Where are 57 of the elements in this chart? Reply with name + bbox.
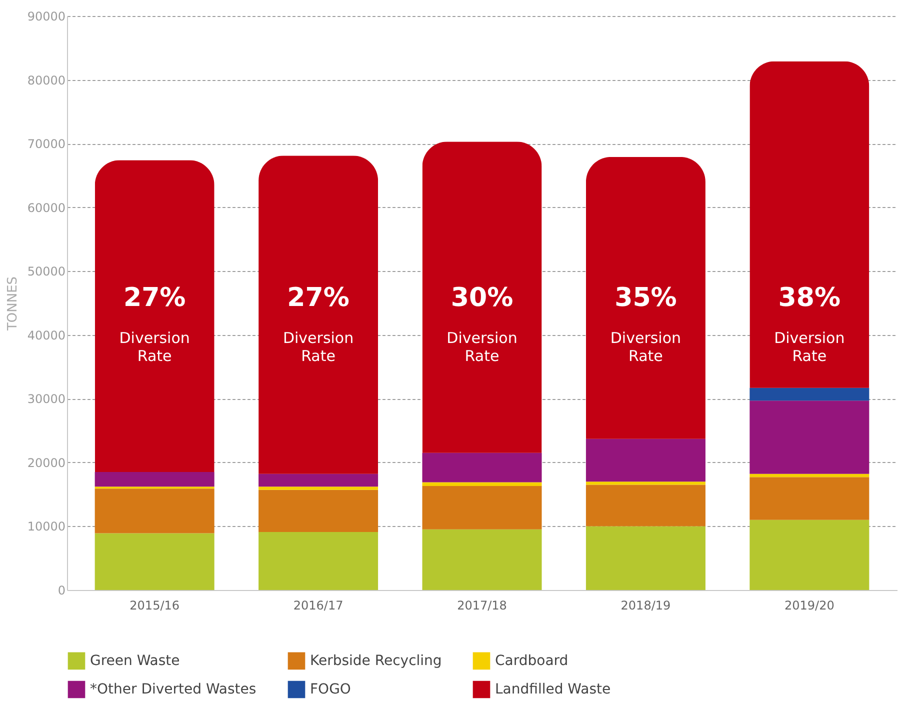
y-tick-label: 90000 <box>27 10 66 24</box>
bar <box>750 61 870 388</box>
bar <box>422 482 542 486</box>
bar <box>586 438 706 482</box>
bar <box>422 452 542 482</box>
annotation: 27% <box>287 283 350 313</box>
bar <box>94 488 214 534</box>
legend-label: FOGO <box>310 682 351 698</box>
y-tick-label: 70000 <box>27 137 66 152</box>
bar <box>586 484 706 526</box>
legend-label: Cardboard <box>495 652 568 669</box>
y-tick-label: 20000 <box>27 456 66 470</box>
annotation: 30% <box>450 283 514 313</box>
y-tick-label: 10000 <box>27 520 66 534</box>
y-axis-title: TONNES <box>5 276 20 332</box>
legend-label: Green Waste <box>90 652 180 669</box>
bar <box>258 532 378 590</box>
y-tick-label: 50000 <box>27 264 66 279</box>
bar <box>258 490 378 532</box>
bar <box>750 474 870 478</box>
bar <box>258 474 378 487</box>
bar <box>750 477 870 520</box>
bar <box>422 142 542 453</box>
y-tick-label: 60000 <box>27 200 66 215</box>
bar <box>258 486 378 490</box>
annotation: 38% <box>778 283 841 313</box>
annotation: Diversion Rate <box>610 329 682 365</box>
y-tick-label: 80000 <box>27 73 66 88</box>
x-tick-label: 2019/20 <box>784 598 834 612</box>
bar <box>94 160 214 472</box>
bar <box>586 526 706 590</box>
bar <box>750 520 870 590</box>
bar <box>422 486 542 530</box>
y-tick-label: 30000 <box>27 392 66 406</box>
annotation: Diversion Rate <box>446 329 518 365</box>
annotation: Diversion Rate <box>282 329 354 365</box>
annotation: 35% <box>614 283 677 313</box>
bar <box>258 156 378 474</box>
x-tick-label: 2015/16 <box>130 598 180 612</box>
bar <box>586 482 706 485</box>
legend-label: *Other Diverted Wastes <box>90 682 256 698</box>
x-tick-label: 2017/18 <box>457 598 507 612</box>
annotation: 27% <box>123 283 186 313</box>
annotation: Diversion Rate <box>119 329 190 365</box>
bar <box>422 529 542 590</box>
annotation: Diversion Rate <box>774 329 845 365</box>
x-tick-label: 2018/19 <box>620 598 671 612</box>
legend-label: Landfilled Waste <box>495 682 611 698</box>
bar <box>750 388 870 401</box>
y-tick-label: 40000 <box>27 328 66 342</box>
x-tick-label: 2016/17 <box>293 598 344 612</box>
bar <box>94 472 214 487</box>
legend-label: Kerbside Recycling <box>310 652 442 669</box>
bar <box>586 156 706 439</box>
bar <box>94 533 214 590</box>
bar <box>750 400 870 474</box>
y-tick-label: 0 <box>58 584 66 598</box>
